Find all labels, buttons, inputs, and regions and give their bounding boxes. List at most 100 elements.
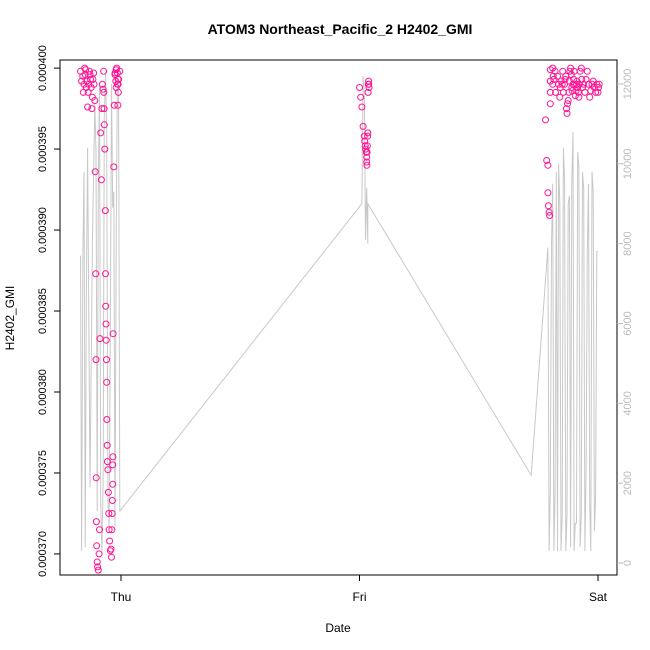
data-point bbox=[90, 69, 98, 77]
data-point bbox=[564, 100, 571, 108]
x-tick-label: Sat bbox=[589, 590, 608, 604]
data-point bbox=[577, 64, 585, 72]
data-point bbox=[563, 109, 571, 117]
y-tick-label: 0.000400 bbox=[37, 45, 49, 91]
data-point bbox=[105, 510, 113, 517]
data-point bbox=[363, 153, 371, 161]
y2-tick-label: 8000 bbox=[622, 231, 634, 255]
data-point bbox=[100, 105, 108, 113]
plot-box bbox=[59, 59, 618, 576]
data-point bbox=[100, 88, 108, 96]
data-point bbox=[575, 93, 583, 101]
data-point bbox=[87, 75, 94, 83]
data-point bbox=[583, 67, 591, 75]
data-point bbox=[79, 88, 87, 96]
data-point bbox=[363, 148, 371, 156]
data-point bbox=[100, 67, 108, 75]
data-point bbox=[99, 85, 107, 93]
data-point bbox=[559, 67, 567, 75]
y2-tick-label: 4000 bbox=[622, 391, 634, 415]
data-point bbox=[365, 80, 373, 88]
data-point bbox=[108, 497, 116, 504]
data-point bbox=[108, 553, 115, 561]
data-point bbox=[111, 69, 119, 77]
data-point bbox=[91, 97, 99, 104]
data-point bbox=[546, 212, 554, 219]
data-point bbox=[86, 67, 93, 75]
data-point bbox=[552, 88, 559, 96]
data-point bbox=[97, 176, 105, 184]
data-point bbox=[365, 84, 373, 91]
data-point bbox=[109, 453, 117, 461]
data-point bbox=[108, 526, 116, 534]
data-point bbox=[81, 64, 89, 72]
data-point bbox=[92, 474, 100, 482]
line-series bbox=[80, 71, 598, 552]
data-point bbox=[362, 145, 370, 153]
data-point bbox=[544, 161, 552, 169]
data-point bbox=[92, 518, 100, 526]
data-point bbox=[363, 161, 371, 169]
data-point bbox=[361, 142, 369, 150]
data-point bbox=[102, 270, 109, 278]
data-point bbox=[106, 537, 114, 545]
data-point bbox=[363, 158, 371, 166]
data-point bbox=[84, 103, 92, 111]
y2-tick-label: 12000 bbox=[622, 69, 634, 100]
data-point bbox=[564, 97, 572, 104]
data-point bbox=[88, 105, 96, 113]
data-point bbox=[101, 145, 109, 153]
data-point bbox=[98, 105, 106, 113]
y2-tick-label: 6000 bbox=[622, 311, 634, 335]
data-point bbox=[104, 466, 112, 474]
data-point bbox=[102, 336, 110, 344]
data-point bbox=[114, 101, 122, 109]
data-point bbox=[573, 80, 580, 88]
x-tick-label: Fri bbox=[353, 590, 367, 604]
data-point bbox=[544, 189, 552, 197]
y-tick-label: 0.000380 bbox=[37, 369, 49, 415]
data-point bbox=[92, 270, 100, 278]
y2-tick-label: 10000 bbox=[622, 149, 634, 180]
data-point bbox=[103, 356, 110, 364]
data-point bbox=[566, 67, 574, 75]
data-point bbox=[116, 67, 124, 75]
data-point bbox=[581, 88, 589, 96]
data-point bbox=[93, 558, 101, 566]
y-tick-label: 0.000390 bbox=[37, 207, 49, 253]
data-point bbox=[542, 116, 549, 124]
data-point bbox=[545, 208, 553, 216]
data-point bbox=[546, 100, 554, 108]
data-point bbox=[82, 66, 90, 74]
y2-tick-label: 2000 bbox=[622, 471, 634, 495]
data-point bbox=[101, 207, 109, 215]
data-point bbox=[103, 378, 111, 386]
data-point bbox=[92, 356, 100, 364]
data-point bbox=[585, 80, 592, 88]
y2-tick-label: 0 bbox=[622, 560, 634, 566]
data-point bbox=[103, 416, 111, 423]
data-point bbox=[357, 93, 365, 101]
y-axis-label: H2402_GMI bbox=[3, 286, 17, 351]
data-point bbox=[84, 88, 92, 96]
data-point bbox=[108, 510, 116, 517]
data-point bbox=[91, 168, 99, 176]
data-point bbox=[105, 526, 113, 534]
data-point bbox=[561, 80, 569, 88]
data-point bbox=[359, 122, 367, 130]
data-point bbox=[109, 330, 117, 338]
data-point bbox=[595, 80, 603, 88]
data-point bbox=[100, 121, 108, 129]
line-series-path bbox=[80, 71, 598, 552]
data-point bbox=[556, 93, 564, 101]
chart-title: ATOM3 Northeast_Pacific_2 H2402_GMI bbox=[208, 21, 473, 37]
data-point bbox=[103, 458, 111, 466]
data-point bbox=[109, 480, 117, 488]
y-axis: 0.000370 0.000375 0.000380 0.000385 0.000390… bbox=[37, 45, 60, 577]
data-point bbox=[96, 526, 103, 534]
data-point bbox=[90, 80, 98, 88]
data-point bbox=[594, 88, 602, 96]
data-point bbox=[554, 72, 561, 80]
y2-axis: 0 2000 4000 6000 8000 10000 12000 bbox=[617, 69, 634, 566]
data-point bbox=[112, 77, 120, 85]
